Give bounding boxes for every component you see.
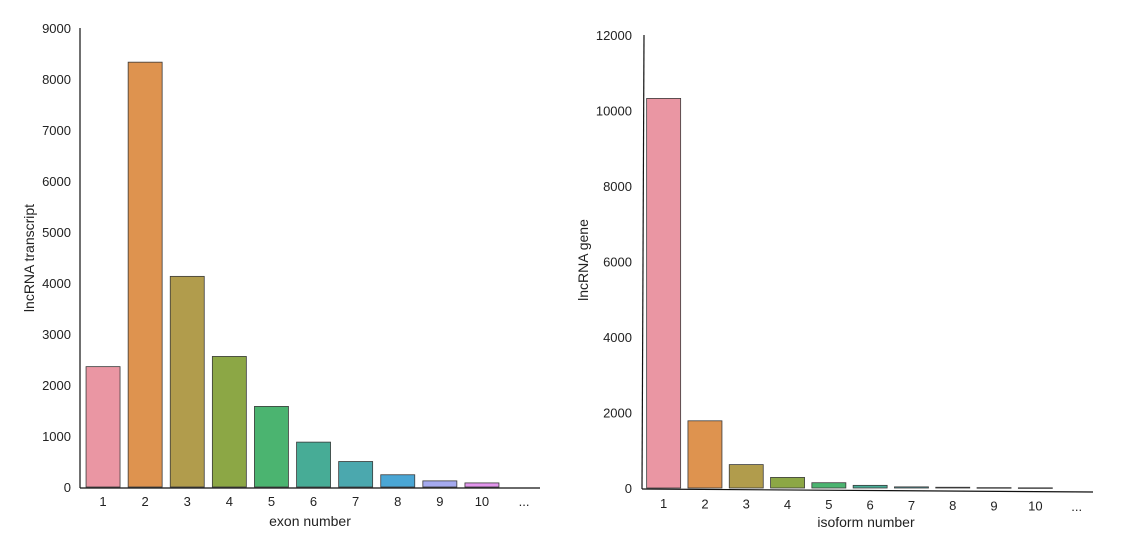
chart-0-bar <box>127 61 163 488</box>
chart-1-x-axis-line <box>641 488 1094 493</box>
chart-1-y-tick-label: 10000 <box>596 104 632 119</box>
chart-1-bar <box>894 486 929 489</box>
chart-0-x-tick-label: 1 <box>99 494 106 509</box>
chart-1-x-axis-label: isoform number <box>817 514 915 530</box>
chart-0-y-tick-label: 3000 <box>42 327 71 342</box>
chart-1-x-tick-label: 2 <box>701 496 708 511</box>
chart-0-y-tick-label: 1000 <box>42 429 71 444</box>
chart-1-y-axis-line <box>641 34 645 490</box>
chart-0-y-tick-label: 5000 <box>42 225 71 240</box>
chart-0-bar <box>169 275 205 488</box>
chart-1-x-tick-label: 3 <box>743 497 750 512</box>
chart-0-y-axis-label: lncRNA transcript <box>21 204 37 312</box>
chart-0-y-tick-label: 8000 <box>42 72 71 87</box>
chart-1-bar <box>852 484 888 489</box>
chart-0-x-tick-label: 7 <box>352 494 359 509</box>
chart-0-y-tick-label: 6000 <box>42 174 71 189</box>
chart-0-x-tick-label: ... <box>519 494 530 509</box>
chart-1-bar <box>687 420 723 489</box>
chart-0-bar <box>211 356 247 488</box>
chart-1-x-tick-label: 6 <box>867 498 874 513</box>
chart-1-bar <box>811 482 847 489</box>
chart-1-x-tick-label: 9 <box>990 498 997 513</box>
chart-0-x-tick-label: 8 <box>394 494 401 509</box>
chart-1-y-tick-label: 6000 <box>603 255 632 270</box>
chart-0-bar <box>296 441 331 488</box>
chart-1-y-tick-label: 0 <box>625 481 632 496</box>
chart-1-x-tick-label: 8 <box>949 498 956 513</box>
chart-0-x-axis-label: exon number <box>269 513 351 529</box>
chart-0-y-tick-label: 0 <box>64 480 71 495</box>
chart-0-x-tick-label: 4 <box>226 494 233 509</box>
chart-1-x-tick-label: 10 <box>1028 499 1042 514</box>
chart-1-bar <box>728 464 764 489</box>
chart-0-bar <box>338 461 374 488</box>
chart-0-x-tick-label: 2 <box>142 494 149 509</box>
chart-0-x-tick-label: 10 <box>475 494 489 509</box>
chart-0-y-tick-label: 4000 <box>42 276 71 291</box>
exon-number-chart: lncRNA transcript exon number 0 1000 2000 3… <box>21 21 540 529</box>
chart-1-y-tick-label: 12000 <box>596 28 632 43</box>
chart-1-bar <box>935 486 971 489</box>
chart-1-bar <box>646 98 682 489</box>
chart-0-bar <box>254 406 289 488</box>
chart-1-x-tick-label: 4 <box>784 497 791 512</box>
chart-1-bar <box>976 487 1012 489</box>
chart-0-x-tick-label: 9 <box>436 494 443 509</box>
chart-0-x-tick-label: 6 <box>310 494 317 509</box>
chart-0-bar <box>85 366 121 488</box>
chart-0-bar <box>380 474 416 488</box>
isoform-number-chart: lncRNA gene isoform number 0 2000 4000 6000… <box>575 28 1094 530</box>
chart-0-y-tick-label: 7000 <box>42 123 71 138</box>
chart-1-y-axis-label: lncRNA gene <box>575 219 591 301</box>
chart-0-x-tick-label: 5 <box>268 494 275 509</box>
chart-0-y-tick-label: 9000 <box>42 21 71 36</box>
chart-1-y-tick-label: 4000 <box>603 330 632 345</box>
chart-1-bar <box>770 477 805 489</box>
chart-1-x-tick-label: 1 <box>660 496 667 511</box>
chart-0-y-tick-label: 2000 <box>42 378 71 393</box>
chart-1-x-tick-label: ... <box>1071 499 1082 514</box>
chart-0-bar <box>422 480 458 488</box>
chart-1-y-tick-label: 8000 <box>603 179 632 194</box>
chart-0-bar <box>464 482 500 488</box>
chart-1-x-tick-label: 7 <box>908 498 915 513</box>
chart-1-y-tick-label: 2000 <box>603 406 632 421</box>
chart-1-bar <box>1017 487 1053 489</box>
chart-1-x-tick-label: 5 <box>825 497 832 512</box>
chart-0-x-tick-label: 3 <box>184 494 191 509</box>
